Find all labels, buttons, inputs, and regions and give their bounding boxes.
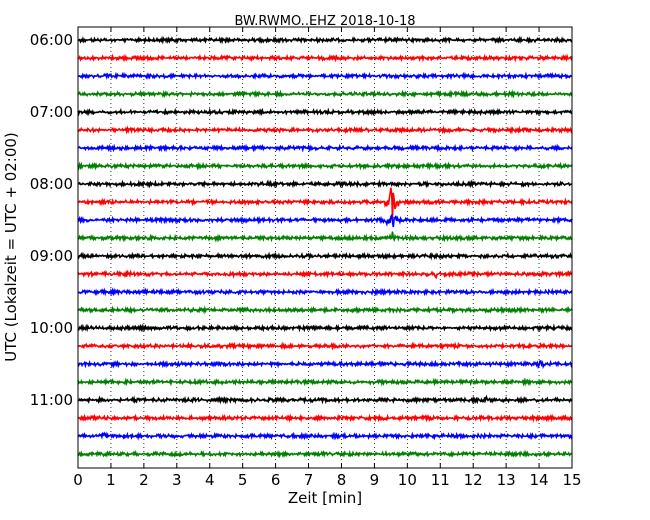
trace-1115 bbox=[77, 413, 573, 423]
x-axis: 0 1 2 3 4 5 6 7 8 9 10 11 12 13 14 15 bbox=[73, 27, 582, 489]
trace-0700 bbox=[77, 107, 573, 117]
plot-frame bbox=[77, 26, 573, 469]
x-tick-label: 13 bbox=[497, 471, 516, 489]
y-axis: 06:00 07:00 08:00 09:00 10:00 11:00 bbox=[30, 31, 83, 409]
y-tick-label: 11:00 bbox=[30, 391, 73, 409]
y-tick-label: 09:00 bbox=[30, 247, 73, 265]
x-axis-label: Zeit [min] bbox=[288, 489, 362, 507]
trace-0745 bbox=[77, 161, 573, 171]
x-tick-label: 8 bbox=[337, 471, 347, 489]
trace-0915 bbox=[77, 269, 572, 280]
chart-title: BW.RWMO..EHZ 2018-10-18 bbox=[234, 14, 415, 29]
trace-1045 bbox=[77, 377, 573, 387]
trace-0715 bbox=[77, 125, 573, 135]
trace-1145 bbox=[77, 449, 573, 459]
trace-1030 bbox=[77, 359, 573, 370]
y-tick-label: 08:00 bbox=[30, 175, 73, 193]
x-tick-label: 2 bbox=[139, 471, 149, 489]
x-tick-label: 9 bbox=[370, 471, 380, 489]
trace-0900 bbox=[77, 251, 573, 261]
trace-0945 bbox=[77, 305, 573, 315]
x-tick-label: 0 bbox=[73, 471, 83, 489]
x-tick-label: 12 bbox=[464, 471, 483, 489]
seismogram-traces bbox=[77, 35, 573, 459]
trace-1100 bbox=[77, 394, 573, 405]
trace-1015 bbox=[77, 341, 573, 351]
x-tick-label: 3 bbox=[172, 471, 182, 489]
trace-0930 bbox=[77, 287, 573, 297]
trace-0830 bbox=[77, 213, 573, 228]
trace-1130 bbox=[77, 431, 573, 441]
trace-0645 bbox=[77, 89, 573, 99]
x-tick-label: 7 bbox=[304, 471, 314, 489]
x-tick-label: 1 bbox=[106, 471, 116, 489]
trace-0600 bbox=[77, 35, 573, 45]
trace-0630 bbox=[77, 71, 573, 81]
trace-0815 bbox=[77, 187, 573, 218]
x-tick-label: 15 bbox=[562, 471, 581, 489]
trace-0730 bbox=[77, 143, 573, 153]
x-tick-label: 14 bbox=[530, 471, 549, 489]
x-tick-label: 6 bbox=[271, 471, 281, 489]
x-tick-label: 5 bbox=[238, 471, 248, 489]
trace-0615 bbox=[77, 53, 573, 63]
trace-0800 bbox=[77, 179, 573, 189]
x-tick-label: 10 bbox=[398, 471, 417, 489]
y-tick-label: 06:00 bbox=[30, 31, 73, 49]
x-tick-label: 4 bbox=[205, 471, 215, 489]
y-tick-label: 07:00 bbox=[30, 103, 73, 121]
x-tick-label: 11 bbox=[431, 471, 450, 489]
trace-0845 bbox=[77, 231, 573, 243]
trace-1000 bbox=[77, 323, 573, 333]
y-tick-label: 10:00 bbox=[30, 319, 73, 337]
y-axis-label: UTC (Lokalzeit = UTC + 02:00) bbox=[2, 132, 20, 362]
grid-lines bbox=[110, 27, 540, 468]
